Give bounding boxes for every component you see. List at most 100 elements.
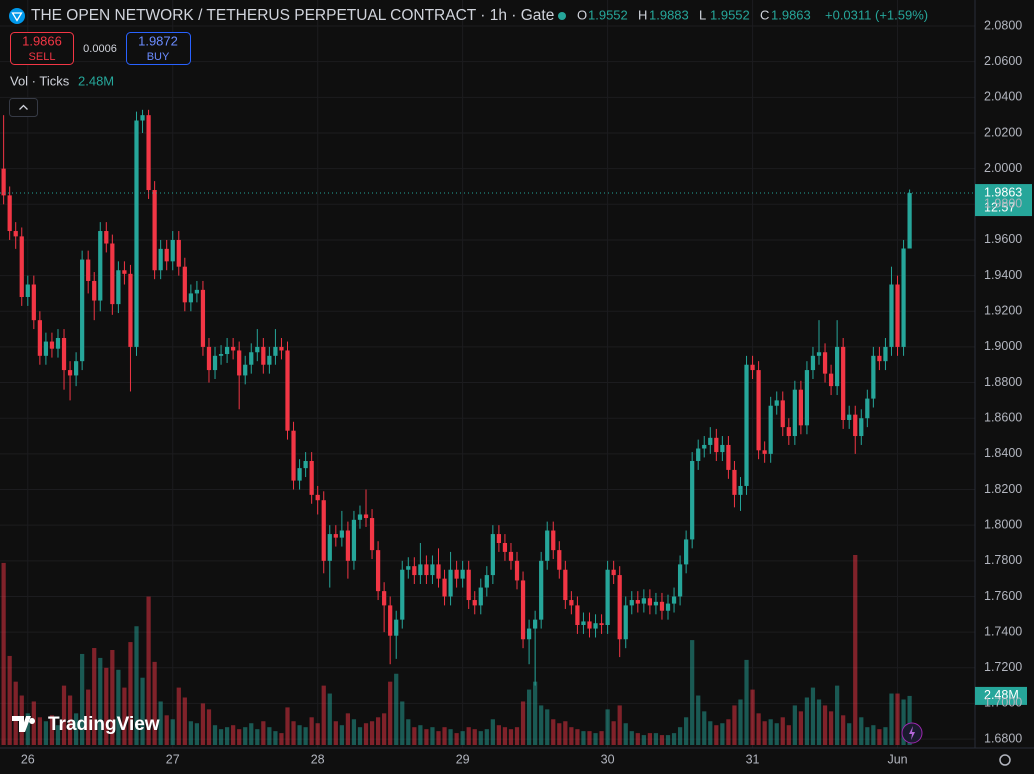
candle-body bbox=[569, 600, 574, 606]
candle-body bbox=[841, 346, 846, 420]
candle-body bbox=[738, 485, 743, 495]
volume-bar bbox=[345, 713, 351, 745]
candle-body bbox=[146, 115, 151, 191]
candle-body bbox=[696, 448, 701, 461]
candle-body bbox=[708, 437, 713, 445]
volume-bar bbox=[321, 685, 326, 745]
volume-bar bbox=[279, 733, 284, 745]
volume-bar bbox=[224, 727, 230, 745]
volume-bar bbox=[200, 703, 206, 745]
candle-body bbox=[611, 569, 616, 576]
y-tick-label: 1.9200 bbox=[984, 304, 1022, 318]
candle-body bbox=[206, 346, 212, 371]
x-tick-label: 26 bbox=[21, 752, 35, 766]
volume-bar bbox=[339, 725, 344, 745]
y-tick-label: 1.8800 bbox=[984, 375, 1022, 389]
candle-body bbox=[25, 284, 30, 297]
volume-bar bbox=[363, 723, 369, 745]
volume-bar bbox=[43, 721, 49, 745]
volume-bar bbox=[708, 721, 713, 745]
candle-body bbox=[883, 346, 888, 362]
candle-body bbox=[345, 530, 351, 561]
ohlc-value: 1.9552 bbox=[710, 7, 750, 22]
buy-label: BUY bbox=[147, 51, 170, 63]
volume-bar bbox=[146, 596, 151, 745]
candle-body bbox=[665, 603, 671, 611]
volume-bar bbox=[828, 711, 834, 745]
candle-body bbox=[303, 460, 308, 469]
volume-bar bbox=[442, 727, 447, 745]
candle-body bbox=[641, 598, 646, 604]
buy-button[interactable] bbox=[126, 32, 191, 65]
volume-bar bbox=[170, 719, 175, 745]
collapse-icon bbox=[19, 104, 28, 110]
candle-body bbox=[436, 564, 441, 579]
buy-price: 1.9872 bbox=[138, 33, 178, 48]
volume-bar bbox=[255, 729, 260, 745]
volume-bar bbox=[182, 697, 187, 745]
volume-bar bbox=[92, 648, 97, 745]
ohlc-key: L bbox=[699, 7, 706, 22]
candle-body bbox=[55, 337, 61, 349]
price-badge-value: 1.9863 bbox=[984, 185, 1022, 199]
volume-bar bbox=[357, 727, 363, 745]
candle-body bbox=[768, 405, 773, 454]
sell-price: 1.9866 bbox=[22, 33, 62, 48]
y-tick-label: 1.7000 bbox=[984, 696, 1022, 710]
candle-body bbox=[382, 591, 387, 606]
volume-bar bbox=[762, 721, 767, 745]
candle-body bbox=[895, 284, 900, 347]
brand-logo bbox=[12, 716, 36, 732]
candle-body bbox=[267, 355, 272, 365]
candle-body bbox=[508, 551, 514, 561]
volume-bar bbox=[297, 725, 302, 745]
candle-body bbox=[158, 248, 163, 271]
volume-bar bbox=[744, 659, 749, 745]
candle-body bbox=[810, 355, 816, 371]
candle-body bbox=[224, 346, 230, 355]
volume-bar bbox=[816, 699, 822, 745]
x-tick-label: 28 bbox=[311, 752, 325, 766]
volume-bar bbox=[7, 655, 12, 745]
volume-bar bbox=[430, 727, 435, 745]
candle-body bbox=[653, 601, 659, 606]
sell-button[interactable] bbox=[10, 32, 74, 65]
collapse-button[interactable] bbox=[9, 98, 38, 117]
ohlc-value: 1.9863 bbox=[771, 7, 811, 22]
candle-body bbox=[460, 569, 465, 579]
volume-bar bbox=[194, 723, 200, 745]
candle-body bbox=[122, 270, 127, 274]
volume-bar bbox=[49, 715, 55, 745]
candle-body bbox=[623, 605, 628, 640]
volume-bar bbox=[134, 626, 139, 745]
settings-button[interactable] bbox=[999, 754, 1011, 766]
ohlc-key: C bbox=[760, 7, 769, 22]
candle-body bbox=[539, 560, 544, 620]
candle-body bbox=[194, 289, 200, 294]
volume-bar bbox=[738, 699, 743, 745]
candle-body bbox=[659, 601, 665, 611]
candle-body bbox=[690, 460, 695, 540]
volume-bar bbox=[436, 731, 441, 745]
candle-body bbox=[490, 534, 495, 576]
y-tick-label: 1.9600 bbox=[984, 232, 1022, 246]
volume-bar bbox=[780, 717, 785, 745]
volume-bar bbox=[853, 555, 858, 745]
y-tick-label: 2.0400 bbox=[984, 90, 1022, 104]
y-tick-label: 1.6800 bbox=[984, 731, 1022, 745]
candle-body bbox=[255, 346, 260, 353]
spread: 0.0006 bbox=[83, 43, 117, 55]
volume-bar bbox=[412, 727, 417, 745]
volume-bar bbox=[611, 721, 616, 745]
symbol-icon[interactable] bbox=[9, 8, 25, 24]
candle-body bbox=[557, 550, 562, 570]
volume-bar bbox=[448, 729, 453, 745]
y-tick-label: 1.8000 bbox=[984, 517, 1022, 531]
volume-legend-value: 2.48M bbox=[78, 73, 114, 88]
candle-body bbox=[424, 564, 429, 576]
candle-body bbox=[394, 619, 399, 636]
y-tick-label: 2.0800 bbox=[984, 18, 1022, 32]
volume-bar bbox=[551, 719, 556, 745]
volume-bar bbox=[617, 705, 622, 745]
